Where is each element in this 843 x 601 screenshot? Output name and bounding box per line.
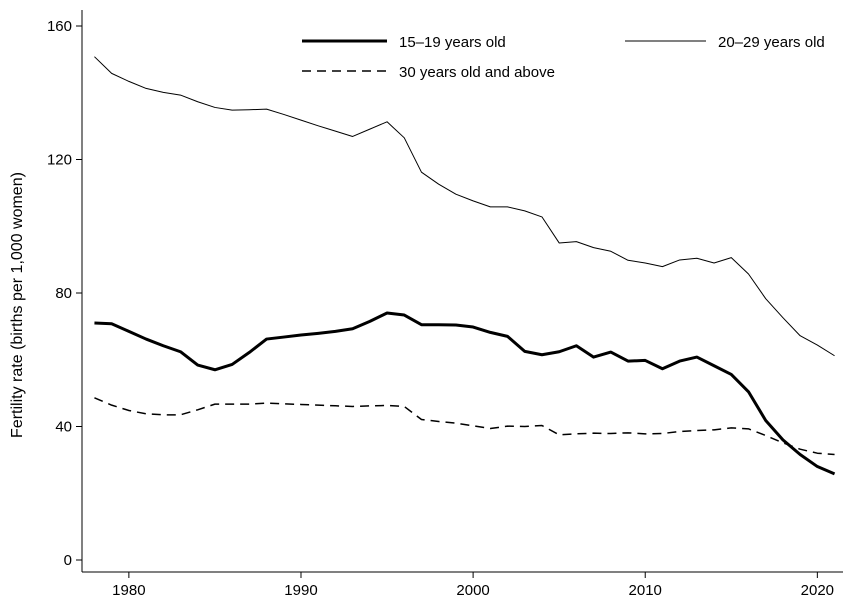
- y-tick-label: 160: [47, 18, 72, 35]
- series-line-3: [94, 398, 834, 455]
- y-tick-label: 0: [64, 552, 72, 569]
- y-tick-label: 40: [55, 419, 72, 436]
- series-line-1: [94, 313, 834, 474]
- series-line-2: [94, 57, 834, 356]
- y-tick-label: 120: [47, 152, 72, 169]
- legend-label-1: 15–19 years old: [399, 34, 506, 51]
- x-tick-label: 2020: [801, 582, 834, 599]
- axes: 0 40 80 120 160 1980 1990 2000 2010 2020: [47, 10, 843, 599]
- series-lines: [94, 57, 834, 474]
- x-tick-label: 1980: [112, 582, 145, 599]
- y-axis-label: Fertility rate (births per 1,000 women): [9, 172, 26, 438]
- legend: 15–19 years old 20–29 years old 30 years o…: [302, 34, 825, 81]
- y-tick-label: 80: [55, 285, 72, 302]
- legend-label-3: 30 years old and above: [399, 64, 555, 81]
- x-tick-label: 1990: [284, 582, 317, 599]
- legend-label-2: 20–29 years old: [718, 34, 825, 51]
- x-tick-label: 2010: [629, 582, 662, 599]
- x-tick-label: 2000: [456, 582, 489, 599]
